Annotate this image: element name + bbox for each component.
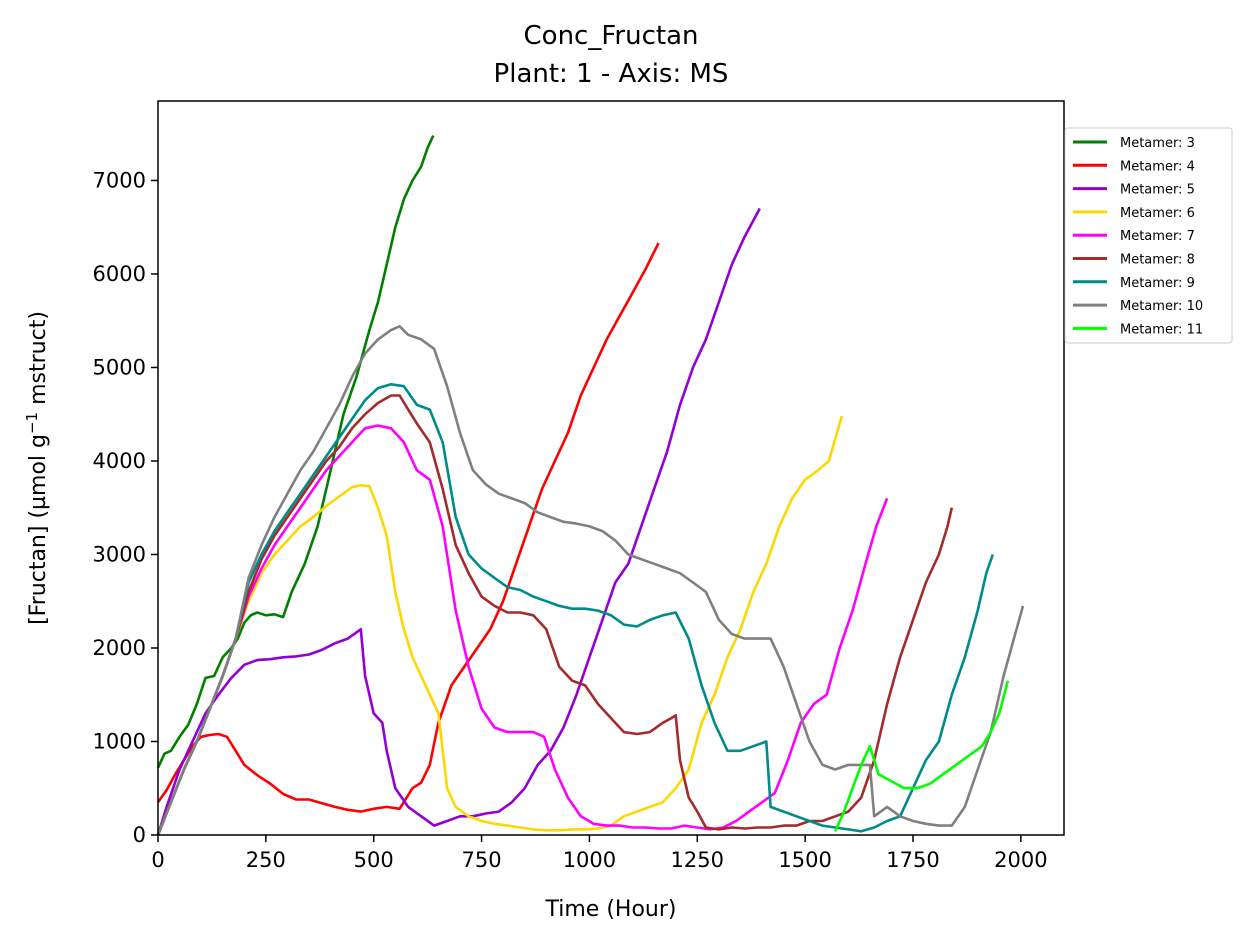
x-tick-label: 2000 [994, 848, 1047, 872]
chart-subtitle: Plant: 1 - Axis: MS [494, 59, 729, 89]
legend-label: Metamer: 6 [1120, 206, 1195, 221]
series-line-5 [156, 207, 761, 836]
y-axis-label-main: [Fructan] (µmol g [26, 434, 51, 625]
plot-area [156, 135, 1025, 836]
x-tick-label: 1500 [778, 848, 831, 872]
x-tick-label: 0 [151, 848, 164, 872]
series-line-3 [156, 135, 435, 769]
plot-frame [157, 100, 1065, 836]
legend: Metamer: 3 Metamer: 4 Metamer: 5 Metamer: 6… [1064, 127, 1233, 344]
y-axis-label: [Fructan] (µmol g−1 mstruct) [23, 311, 51, 625]
series-line-9 [156, 383, 995, 836]
series-line-4 [156, 242, 660, 813]
legend-label: Metamer: 4 [1120, 159, 1195, 174]
x-axis: 0 250 500 750 1000 1250 1500 1750 2000 [151, 835, 1048, 872]
x-tick-label: 250 [246, 848, 286, 872]
legend-label: Metamer: 9 [1120, 276, 1195, 291]
y-tick-label: 1000 [93, 729, 146, 753]
y-tick-label: 6000 [93, 262, 146, 286]
y-tick-label: 5000 [93, 355, 146, 379]
x-tick-label: 1000 [563, 848, 616, 872]
y-axis-label-sup: −1 [23, 412, 41, 434]
legend-box [1064, 127, 1233, 344]
legend-label: Metamer: 7 [1120, 229, 1195, 244]
x-tick-label: 750 [462, 848, 502, 872]
legend-label: Metamer: 10 [1120, 299, 1203, 314]
chart-title: Conc_Fructan [524, 21, 699, 51]
y-tick-label: 3000 [93, 542, 146, 566]
series-line-10 [156, 325, 1025, 836]
x-tick-label: 1250 [671, 848, 724, 872]
series-line-8 [156, 394, 954, 836]
y-tick-label: 0 [133, 823, 146, 847]
legend-label: Metamer: 5 [1120, 183, 1195, 198]
y-axis: 0 1000 2000 3000 4000 5000 6000 7000 [93, 168, 158, 847]
y-tick-label: 2000 [93, 636, 146, 660]
series-line-6 [156, 415, 844, 836]
legend-label: Metamer: 11 [1120, 322, 1203, 337]
x-axis-label: Time (Hour) [545, 897, 677, 922]
legend-label: Metamer: 3 [1120, 136, 1195, 151]
legend-label: Metamer: 8 [1120, 253, 1195, 268]
x-tick-label: 1750 [886, 848, 939, 872]
legend-items: Metamer: 3 Metamer: 4 Metamer: 5 Metamer: 6… [1073, 136, 1203, 337]
y-axis-label-tail: mstruct) [26, 311, 51, 412]
y-tick-label: 7000 [93, 168, 146, 192]
series-line-7 [156, 424, 889, 836]
x-tick-label: 500 [354, 848, 394, 872]
y-tick-label: 4000 [93, 449, 146, 473]
series-line-11 [834, 680, 1010, 832]
